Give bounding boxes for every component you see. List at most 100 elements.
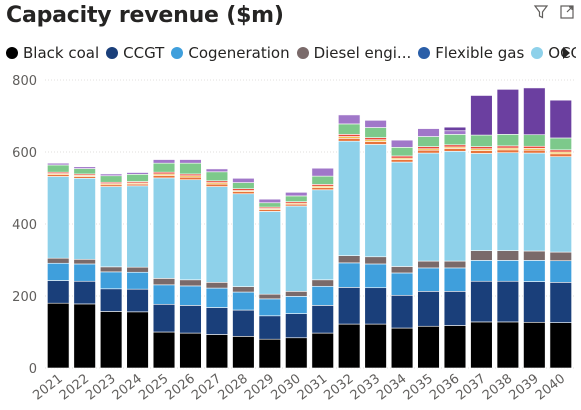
- bar-segment[interactable]: [496, 280, 520, 323]
- bar-segment[interactable]: [496, 321, 520, 369]
- bar-stack-2028[interactable]: [232, 177, 255, 369]
- bar-segment[interactable]: [152, 284, 176, 305]
- bar-segment[interactable]: [364, 323, 387, 369]
- bar-stack-2026[interactable]: [179, 159, 202, 369]
- bar-segment[interactable]: [311, 305, 334, 334]
- bar-segment[interactable]: [311, 279, 334, 287]
- bar-segment[interactable]: [417, 152, 440, 262]
- bar-segment[interactable]: [73, 168, 96, 175]
- bar-stack-2032[interactable]: [338, 114, 361, 369]
- bar-segment[interactable]: [285, 313, 308, 339]
- bar-segment[interactable]: [417, 149, 440, 154]
- bar-segment[interactable]: [285, 195, 308, 202]
- bar-segment[interactable]: [205, 168, 229, 173]
- bar-segment[interactable]: [285, 337, 308, 369]
- bar-segment[interactable]: [311, 175, 334, 185]
- bar-stack-2025[interactable]: [152, 159, 176, 369]
- bar-segment[interactable]: [232, 182, 255, 190]
- bar-segment[interactable]: [390, 147, 414, 157]
- bar-segment[interactable]: [523, 260, 546, 282]
- bar-segment[interactable]: [390, 327, 414, 369]
- bar-segment[interactable]: [523, 281, 546, 323]
- bar-segment[interactable]: [73, 263, 96, 282]
- bar-segment[interactable]: [523, 134, 546, 147]
- bar-segment[interactable]: [364, 141, 387, 145]
- bar-segment[interactable]: [258, 315, 281, 340]
- bar-segment[interactable]: [126, 172, 149, 175]
- bar-stack-2030[interactable]: [285, 192, 308, 369]
- bar-segment[interactable]: [99, 288, 123, 312]
- bar-stack-2036[interactable]: [443, 126, 467, 369]
- bar-segment[interactable]: [443, 267, 467, 292]
- bar-segment[interactable]: [496, 250, 520, 261]
- bar-segment[interactable]: [47, 280, 70, 304]
- bar-segment[interactable]: [152, 177, 176, 279]
- bar-segment[interactable]: [47, 162, 70, 166]
- bar-segment[interactable]: [311, 285, 334, 306]
- bar-segment[interactable]: [470, 250, 493, 261]
- bar-segment[interactable]: [179, 179, 202, 281]
- bar-segment[interactable]: [47, 302, 70, 369]
- bar-segment[interactable]: [73, 258, 96, 265]
- bar-segment[interactable]: [205, 282, 229, 289]
- bar-segment[interactable]: [523, 145, 546, 149]
- bar-segment[interactable]: [523, 321, 546, 369]
- bar-segment[interactable]: [549, 137, 572, 151]
- bar-segment[interactable]: [152, 331, 176, 369]
- bar-segment[interactable]: [338, 287, 361, 325]
- bar-segment[interactable]: [152, 162, 176, 173]
- bar-segment[interactable]: [338, 123, 361, 135]
- bar-segment[interactable]: [126, 311, 149, 369]
- bar-segment[interactable]: [99, 266, 123, 273]
- bar-segment[interactable]: [417, 291, 440, 327]
- bar-segment[interactable]: [470, 280, 493, 323]
- bar-segment[interactable]: [443, 144, 467, 148]
- bar-segment[interactable]: [126, 271, 149, 290]
- bar-segment[interactable]: [390, 139, 414, 148]
- bar-stack-2022[interactable]: [73, 166, 96, 369]
- bar-segment[interactable]: [311, 332, 334, 369]
- bar-segment[interactable]: [443, 325, 467, 369]
- bar-segment[interactable]: [232, 291, 255, 311]
- bar-segment[interactable]: [470, 95, 493, 136]
- legend-item[interactable]: Flexible gas: [418, 44, 524, 62]
- bar-segment[interactable]: [549, 99, 572, 139]
- bar-stack-2035[interactable]: [417, 128, 440, 369]
- bar-segment[interactable]: [232, 336, 255, 369]
- bar-stack-2034[interactable]: [390, 139, 414, 369]
- bar-segment[interactable]: [523, 87, 546, 136]
- bar-segment[interactable]: [496, 260, 520, 282]
- bar-segment[interactable]: [364, 127, 387, 138]
- bar-segment[interactable]: [390, 266, 414, 274]
- bar-segment[interactable]: [364, 144, 387, 258]
- bar-segment[interactable]: [285, 291, 308, 297]
- bar-segment[interactable]: [417, 128, 440, 137]
- bar-segment[interactable]: [390, 294, 414, 329]
- bar-segment[interactable]: [152, 175, 176, 179]
- bar-segment[interactable]: [311, 167, 334, 177]
- bar-segment[interactable]: [470, 134, 493, 147]
- bar-segment[interactable]: [364, 256, 387, 265]
- bar-segment[interactable]: [443, 291, 467, 326]
- bar-segment[interactable]: [417, 325, 440, 369]
- bar-segment[interactable]: [205, 307, 229, 335]
- bar-segment[interactable]: [179, 285, 202, 306]
- legend-item[interactable]: Cogeneration: [171, 44, 290, 62]
- bar-segment[interactable]: [232, 191, 255, 195]
- bar-segment[interactable]: [338, 140, 361, 256]
- bar-segment[interactable]: [126, 174, 149, 182]
- filter-icon[interactable]: [533, 4, 549, 20]
- bar-segment[interactable]: [549, 282, 572, 323]
- bar-segment[interactable]: [470, 146, 493, 150]
- bar-segment[interactable]: [258, 298, 281, 317]
- bar-segment[interactable]: [390, 161, 414, 267]
- bar-stack-2027[interactable]: [205, 168, 229, 369]
- bar-stack-2037[interactable]: [470, 95, 493, 369]
- bar-segment[interactable]: [99, 311, 123, 369]
- bar-segment[interactable]: [99, 271, 123, 290]
- bar-segment[interactable]: [443, 260, 467, 269]
- bar-segment[interactable]: [549, 156, 572, 253]
- bar-segment[interactable]: [258, 293, 281, 300]
- bar-segment[interactable]: [523, 152, 546, 252]
- bar-segment[interactable]: [443, 150, 467, 262]
